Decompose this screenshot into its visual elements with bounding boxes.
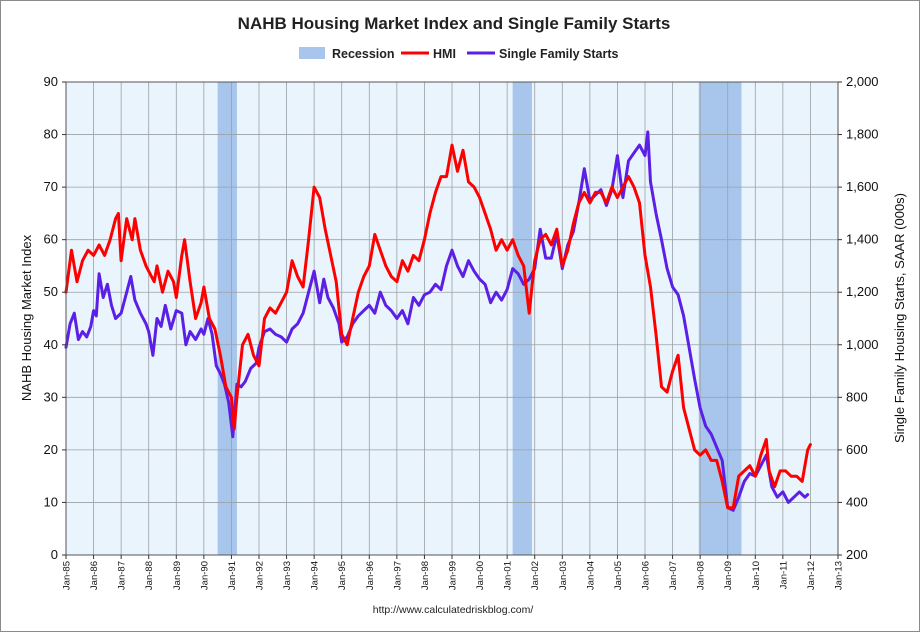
- y-left-tick-label: 20: [44, 442, 58, 457]
- x-tick-label: Jan-11: [778, 561, 789, 589]
- x-tick-label: Jan-00: [475, 561, 486, 590]
- legend-swatch-recession: [299, 47, 325, 59]
- x-tick-label: Jan-03: [558, 561, 569, 590]
- y-left-tick-label: 50: [44, 284, 58, 299]
- chart-title: NAHB Housing Market Index and Single Fam…: [238, 14, 671, 33]
- y-right-tick-label: 1,600: [846, 179, 879, 194]
- y-right-tick-label: 600: [846, 442, 868, 457]
- y-left-tick-label: 40: [44, 337, 58, 352]
- legend: Recession HMI Single Family Starts: [299, 47, 619, 61]
- x-tick-label: Jan-02: [530, 561, 541, 590]
- x-tick-label: Jan-91: [227, 561, 238, 590]
- x-tick-label: Jan-93: [282, 561, 293, 590]
- x-tick-label: Jan-05: [613, 561, 624, 590]
- x-tick-label: Jan-95: [337, 561, 348, 590]
- y-right-tick-label: 1,800: [846, 127, 879, 142]
- y-axis-left-ticks: 0 10 20 30 40 50 60 70 80 90: [44, 74, 66, 562]
- x-tick-label: Jan-92: [255, 561, 266, 590]
- y-right-tick-label: 400: [846, 494, 868, 509]
- x-tick-label: Jan-96: [365, 561, 376, 590]
- x-tick-label: Jan-12: [806, 561, 817, 590]
- x-tick-label: Jan-13: [834, 561, 845, 590]
- recession-band: [698, 82, 742, 555]
- recession-band: [217, 82, 237, 555]
- source-url: http://www.calculatedriskblog.com/: [373, 604, 534, 616]
- legend-label-starts: Single Family Starts: [499, 47, 619, 61]
- y-right-tick-label: 1,400: [846, 232, 879, 247]
- y-axis-right-ticks: 200 400 600 800 1,000 1,200 1,400 1,600 1,800 2,0…: [838, 74, 879, 562]
- x-tick-label: Jan-06: [641, 561, 652, 590]
- y-right-tick-label: 1,200: [846, 284, 879, 299]
- x-tick-label: Jan-87: [117, 561, 128, 590]
- x-tick-label: Jan-98: [420, 561, 431, 590]
- series-line-hmi: [64, 143, 812, 510]
- x-tick-label: Jan-97: [392, 561, 403, 590]
- y-axis-right-label: Single Family Housing Starts, SAAR (000s…: [892, 193, 907, 443]
- x-tick-label: Jan-85: [62, 561, 73, 590]
- x-tick-label: Jan-86: [89, 561, 100, 590]
- x-tick-label: Jan-94: [310, 561, 321, 590]
- series-line-starts: [64, 130, 810, 512]
- x-tick-label: Jan-09: [723, 561, 734, 590]
- recession-band: [512, 82, 532, 555]
- y-right-tick-label: 1,000: [846, 337, 879, 352]
- x-tick-label: Jan-89: [172, 561, 183, 590]
- x-tick-label: Jan-10: [751, 561, 762, 590]
- y-left-tick-label: 80: [44, 127, 58, 142]
- y-left-tick-label: 0: [51, 547, 58, 562]
- y-left-tick-label: 70: [44, 179, 58, 194]
- x-tick-label: Jan-88: [144, 561, 155, 590]
- y-left-tick-label: 60: [44, 232, 58, 247]
- y-left-tick-label: 10: [44, 494, 58, 509]
- y-right-tick-label: 200: [846, 547, 868, 562]
- x-tick-label: Jan-01: [503, 561, 514, 590]
- y-right-tick-label: 800: [846, 389, 868, 404]
- x-tick-label: Jan-04: [585, 561, 596, 590]
- x-tick-label: Jan-08: [696, 561, 707, 590]
- x-tick-label: Jan-90: [199, 561, 210, 590]
- series-lines: [64, 130, 812, 512]
- y-axis-left-label: NAHB Housing Market Index: [19, 234, 34, 401]
- y-left-tick-label: 90: [44, 74, 58, 89]
- legend-label-hmi: HMI: [433, 47, 456, 61]
- y-right-tick-label: 2,000: [846, 74, 879, 89]
- x-tick-label: Jan-99: [448, 561, 459, 590]
- y-left-tick-label: 30: [44, 389, 58, 404]
- x-axis-ticks: Jan-85 Jan-86 Jan-87 Jan-88 Jan-89 Jan-90 Jan-…: [62, 555, 845, 590]
- legend-label-recession: Recession: [332, 47, 395, 61]
- x-tick-label: Jan-07: [668, 561, 679, 590]
